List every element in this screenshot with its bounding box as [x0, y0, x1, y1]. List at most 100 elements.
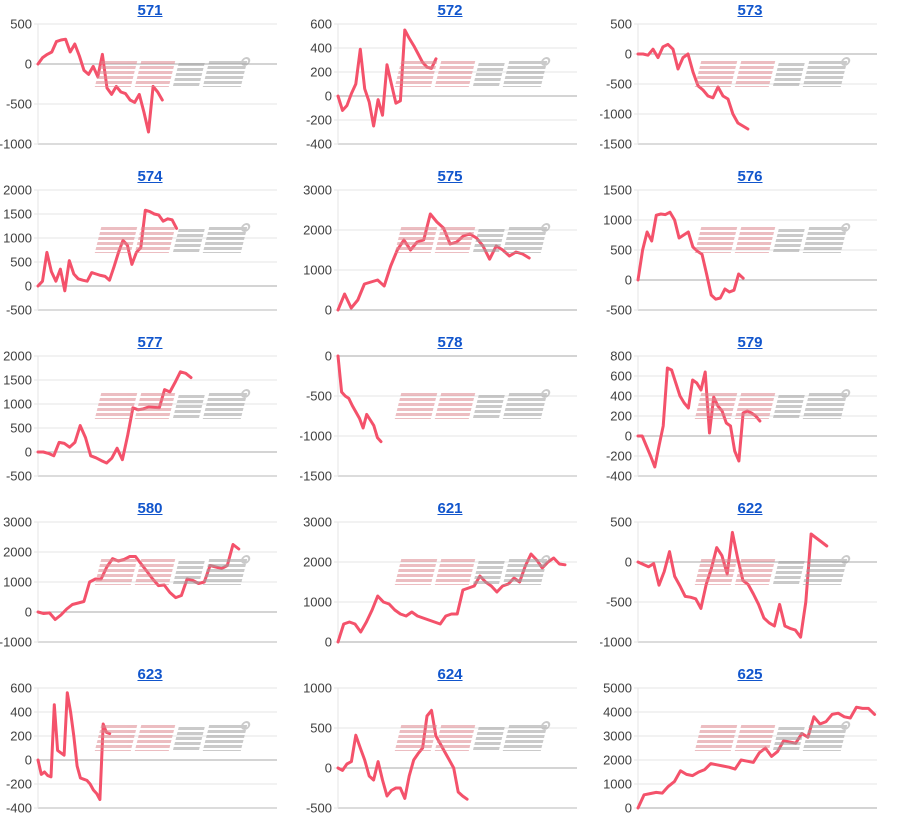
- y-axis-label: 400: [610, 389, 632, 404]
- y-axis-label: 5000: [603, 681, 632, 696]
- chart-title-link[interactable]: 579: [737, 334, 763, 351]
- line-chart: 500 0 -500 -1000 -1500: [600, 17, 877, 152]
- y-axis-label: 500: [610, 17, 632, 32]
- chart-title-link[interactable]: 571: [137, 2, 163, 19]
- chart-title-link[interactable]: 576: [737, 168, 763, 185]
- y-axis-label: 2000: [603, 753, 632, 768]
- series-line: [636, 530, 829, 639]
- y-axis-label: -1000: [600, 635, 632, 650]
- y-axis-label: 0: [625, 47, 632, 62]
- y-axis-label: 2000: [3, 349, 32, 364]
- y-axis-label: -400: [606, 469, 632, 484]
- y-axis-label: 0: [325, 761, 332, 776]
- y-axis-label: -200: [6, 777, 32, 792]
- chart-title-link[interactable]: 622: [737, 500, 763, 517]
- y-axis-label: 0: [25, 57, 32, 72]
- y-axis-label: 2000: [303, 555, 332, 570]
- series-line: [336, 212, 531, 312]
- chart-title: 621: [300, 500, 600, 518]
- series-line: [336, 28, 438, 128]
- y-axis-label: 3000: [303, 183, 332, 198]
- series-line: [636, 42, 750, 131]
- y-axis-label: 500: [610, 243, 632, 258]
- y-axis-label: -400: [6, 801, 32, 816]
- chart-title: 624: [300, 666, 600, 684]
- chart-cell: 573 5000-500-1000-1500 みんレポ: [600, 0, 900, 166]
- line-chart: 1000 500 0 -500: [303, 681, 577, 816]
- y-axis-label: 600: [10, 681, 32, 696]
- chart-title-link[interactable]: 574: [137, 168, 163, 185]
- series-line: [336, 354, 383, 444]
- y-axis-label: 1000: [303, 263, 332, 278]
- chart-title-link[interactable]: 575: [437, 168, 463, 185]
- y-axis-label: -500: [306, 801, 332, 816]
- chart-title-link[interactable]: 625: [737, 666, 763, 683]
- line-chart: 5000 4000 3000 2000 1000 0: [603, 681, 877, 816]
- chart-cell: 578 0-500-1000-1500 みんレポ: [300, 332, 600, 498]
- chart-title-link[interactable]: 621: [437, 500, 463, 517]
- y-axis-label: 0: [625, 273, 632, 288]
- chart-title: 580: [0, 500, 300, 518]
- y-axis-label: 1000: [303, 595, 332, 610]
- y-axis-label: -200: [606, 449, 632, 464]
- chart-cell: 622 5000-500-1000 みんレポ: [600, 498, 900, 664]
- y-axis-label: 600: [310, 17, 332, 32]
- chart-title: 623: [0, 666, 300, 684]
- y-axis-label: -1000: [0, 137, 32, 152]
- y-axis-label: 0: [625, 429, 632, 444]
- line-chart: 600 400 200 0 -200 -400: [306, 17, 577, 152]
- y-axis-label: 2000: [303, 223, 332, 238]
- y-axis-label: 1000: [3, 575, 32, 590]
- line-chart: 0 -500 -1000 -1500: [300, 349, 577, 484]
- y-axis-label: -500: [6, 97, 32, 112]
- series-line: [36, 208, 179, 293]
- y-axis-label: 1000: [3, 397, 32, 412]
- series-line: [36, 37, 164, 134]
- chart-title: 625: [600, 666, 900, 684]
- chart-title: 577: [0, 334, 300, 352]
- chart-title-link[interactable]: 623: [137, 666, 163, 683]
- chart-title-link[interactable]: 578: [437, 334, 463, 351]
- chart-title: 579: [600, 334, 900, 352]
- y-axis-label: -500: [606, 595, 632, 610]
- chart-title-link[interactable]: 577: [137, 334, 163, 351]
- series-line: [36, 691, 112, 802]
- line-chart: 3000 2000 1000 0: [303, 515, 577, 650]
- chart-title-link[interactable]: 624: [437, 666, 463, 683]
- y-axis-label: -400: [306, 137, 332, 152]
- y-axis-label: 1500: [3, 207, 32, 222]
- y-axis-label: 1500: [3, 373, 32, 388]
- chart-title: 578: [300, 334, 600, 352]
- line-chart: 500 0 -500 -1000: [0, 17, 277, 152]
- line-chart: 800 600 400 200 0 -200 -400: [606, 349, 877, 484]
- y-axis-label: -1000: [0, 635, 32, 650]
- y-axis-label: 0: [325, 89, 332, 104]
- y-axis-label: -1500: [600, 137, 632, 152]
- y-axis-label: 0: [325, 635, 332, 650]
- series-line: [636, 366, 762, 469]
- y-axis-label: -500: [606, 303, 632, 318]
- y-axis-label: -500: [6, 469, 32, 484]
- chart-title: 572: [300, 2, 600, 20]
- chart-title: 574: [0, 168, 300, 186]
- chart-title-link[interactable]: 580: [137, 500, 163, 517]
- y-axis-label: -1000: [600, 107, 632, 122]
- y-axis-label: 1000: [603, 213, 632, 228]
- series-line: [36, 370, 193, 465]
- chart-title: 575: [300, 168, 600, 186]
- y-axis-label: 800: [610, 349, 632, 364]
- y-axis-label: 0: [25, 605, 32, 620]
- y-axis-label: 1000: [3, 231, 32, 246]
- chart-title-link[interactable]: 573: [737, 2, 763, 19]
- y-axis-label: 0: [25, 753, 32, 768]
- y-axis-label: 0: [25, 445, 32, 460]
- y-axis-label: -500: [306, 389, 332, 404]
- chart-title-link[interactable]: 572: [437, 2, 463, 19]
